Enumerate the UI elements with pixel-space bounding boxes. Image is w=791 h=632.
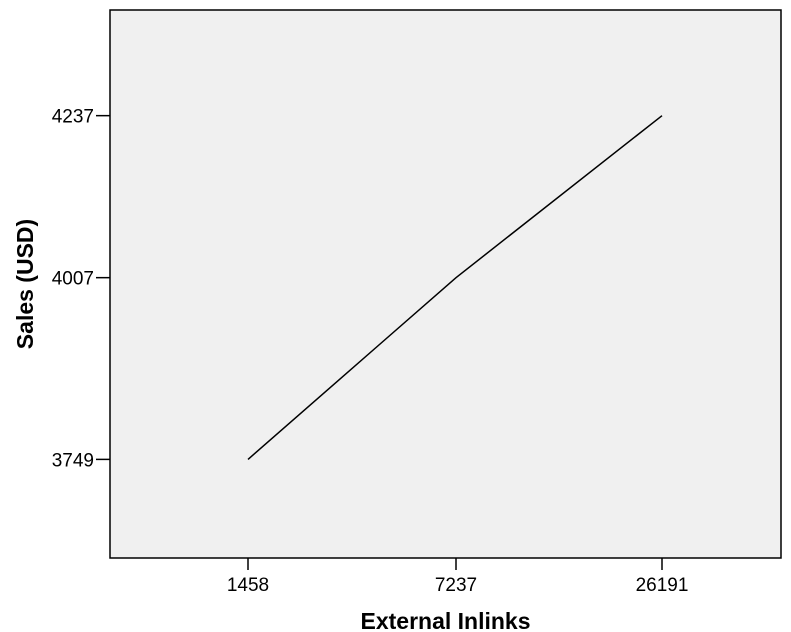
y-tick-label: 4237: [52, 107, 94, 128]
x-tick-label: 26191: [636, 575, 689, 596]
x-tick-label: 7237: [435, 575, 477, 596]
series-group: [247, 115, 663, 460]
x-axis-title: External Inlinks: [360, 608, 530, 632]
x-tick-label: 1458: [227, 575, 269, 596]
y-axis: 3749 4007 4237: [52, 107, 110, 471]
x-axis: 1458 7237 26191: [227, 558, 689, 596]
y-tick-label: 3749: [52, 450, 94, 471]
plot-area: [109, 9, 782, 559]
y-axis-title: Sales (USD): [12, 219, 38, 349]
y-tick-label: 4007: [52, 269, 94, 290]
